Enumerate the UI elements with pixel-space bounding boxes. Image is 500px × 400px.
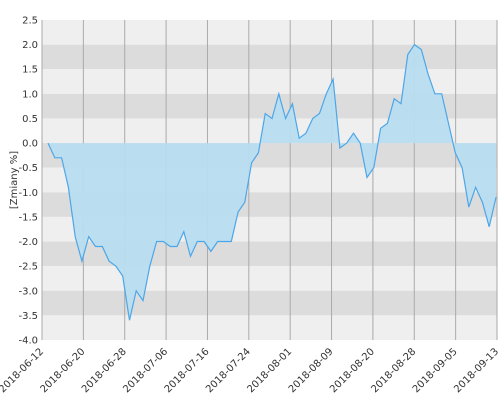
y-tick-label: -4.0 — [18, 336, 38, 347]
plot-band — [42, 44, 497, 70]
y-tick-label: 0.0 — [22, 139, 38, 150]
y-tick-label: -2.5 — [18, 262, 38, 273]
vertical-gridlines — [41, 20, 498, 340]
x-tick-label: 2018-09-13 — [452, 346, 500, 395]
series-line — [47, 43, 497, 321]
y-tick-label: -1.5 — [18, 212, 38, 223]
y-tick-label: -2.0 — [18, 237, 38, 248]
y-tick-label: -3.0 — [18, 286, 38, 297]
plot-band — [42, 315, 497, 340]
x-axis-ticks: 2018-06-122018-06-202018-06-282018-07-06… — [0, 346, 500, 395]
plot-band — [42, 20, 497, 45]
y-tick-label: -1.0 — [18, 188, 38, 199]
series-fill — [48, 44, 496, 321]
y-tick-label: -0.5 — [18, 163, 38, 174]
plot-band — [42, 266, 497, 291]
y-tick-label: 0.5 — [22, 114, 38, 125]
y-tick-label: 2.0 — [22, 40, 38, 51]
series-area — [47, 43, 497, 321]
y-tick-label: 2.5 — [22, 16, 38, 27]
y-axis-ticks: 2.5 2.0 1.5 1.0 0.5 0.0 -0.5 -1.0 -1.5 -2.0 -2.5 -3… — [18, 16, 38, 347]
y-tick-label: -3.5 — [18, 311, 38, 322]
y-tick-label: 1.5 — [22, 65, 38, 76]
y-tick-label: 1.0 — [22, 89, 38, 100]
y-axis-label: [Zmiany %] — [9, 151, 20, 209]
plot-band — [42, 290, 497, 316]
